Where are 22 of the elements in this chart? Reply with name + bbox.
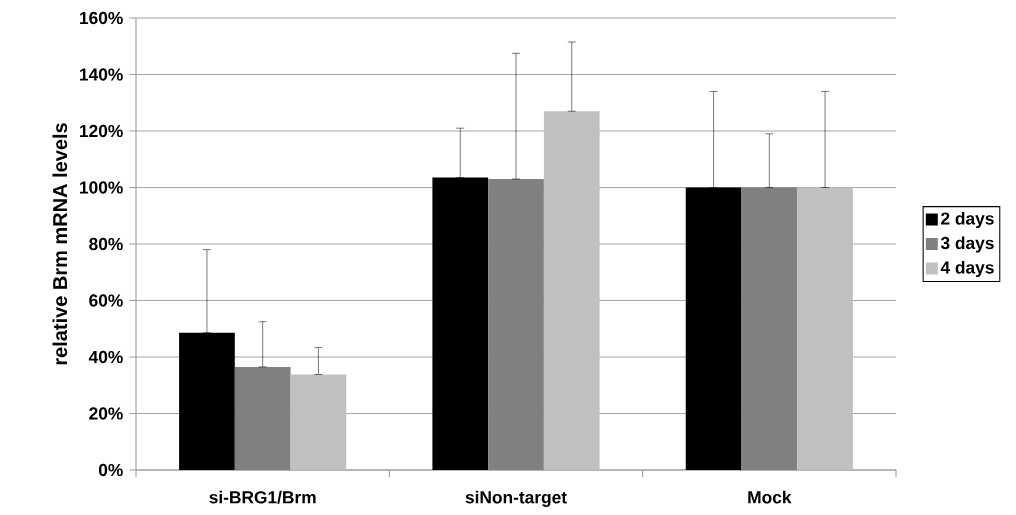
x-tick-label: Mock (748, 490, 792, 504)
y-tick-label: 120% (80, 124, 123, 138)
y-tick-label: 20% (89, 407, 123, 420)
y-tick-label: 140% (80, 68, 123, 81)
bar (488, 179, 544, 470)
y-tick-label: 100% (80, 181, 123, 194)
legend-label: 2 days (941, 211, 994, 229)
x-tick-label: siNon-target (465, 490, 567, 507)
bar (797, 187, 853, 470)
bar (234, 366, 291, 470)
y-tick-label: 40% (88, 350, 123, 364)
y-tick-label: 80% (89, 237, 123, 251)
y-tick-label: 160% (80, 11, 123, 25)
legend-label: 3 days (940, 236, 994, 253)
bar (290, 374, 347, 470)
bar (741, 187, 798, 470)
y-tick-label: 0% (98, 463, 123, 477)
bar (543, 111, 600, 470)
x-tick-label: si-BRG1/Brm (209, 490, 316, 504)
legend-label: 4 days (940, 260, 994, 278)
y-tick-label: 60% (89, 294, 123, 307)
y-axis-title: relative Brm mRNA levels (52, 123, 68, 365)
